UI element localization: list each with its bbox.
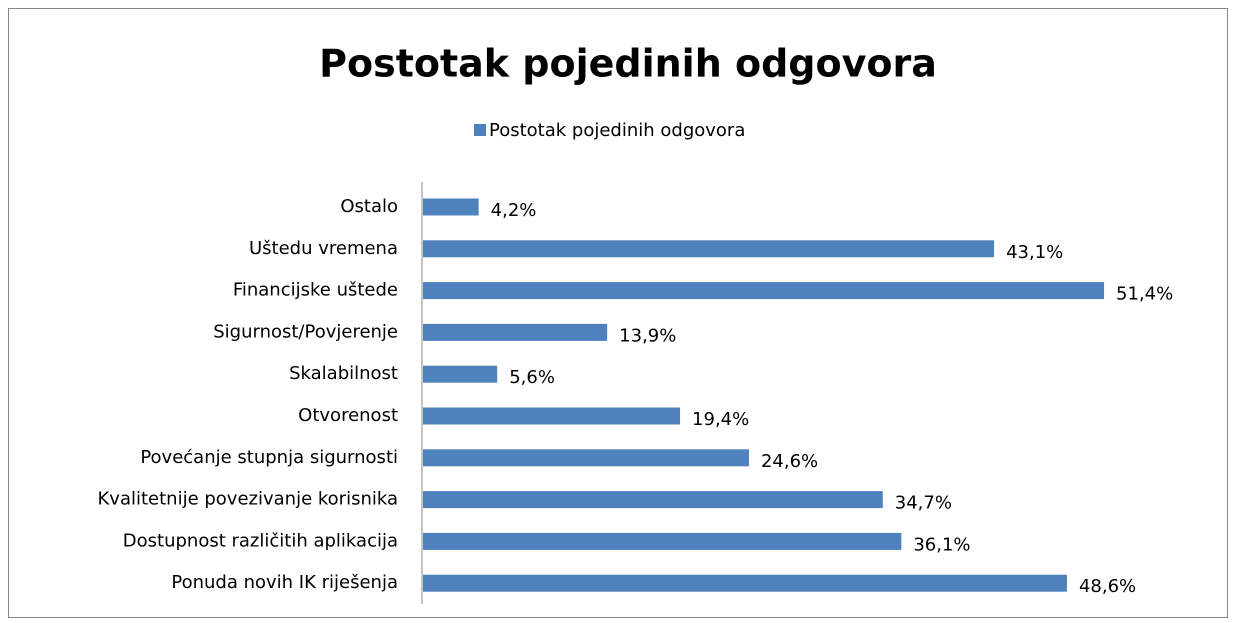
- data-label: 34,7%: [895, 493, 952, 514]
- chart-frame: [8, 8, 1228, 618]
- data-label: 48,6%: [1079, 576, 1136, 597]
- legend-label: Postotak pojedinih odgovora: [489, 120, 745, 141]
- data-label: 36,1%: [913, 534, 970, 555]
- bar: [423, 198, 479, 216]
- y-tick-label: Kvalitetnije povezivanje korisnika: [97, 489, 398, 510]
- data-label: 43,1%: [1006, 242, 1063, 263]
- data-label: 24,6%: [761, 451, 818, 472]
- y-tick-label: Sigurnost/Povjerenje: [213, 321, 398, 342]
- bar: [423, 449, 749, 467]
- chart-title: Postotak pojedinih odgovora: [319, 42, 937, 86]
- data-label: 13,9%: [619, 325, 676, 346]
- bar: [423, 365, 498, 383]
- bar: [423, 240, 995, 258]
- y-tick-label: Skalabilnost: [289, 363, 398, 384]
- y-tick-label: Dostupnost različitih aplikacija: [123, 530, 398, 551]
- data-label: 51,4%: [1116, 284, 1173, 305]
- bar: [423, 282, 1105, 300]
- bar: [423, 574, 1067, 592]
- y-tick-label: Otvorenost: [298, 405, 398, 426]
- bar: [423, 407, 681, 425]
- y-tick-label: Financijske uštede: [233, 280, 398, 301]
- y-tick-label: Uštedu vremena: [249, 238, 398, 259]
- bar: [423, 323, 608, 341]
- y-tick-label: Ponuda novih IK riješenja: [171, 572, 398, 593]
- data-label: 4,2%: [491, 200, 537, 221]
- data-label: 19,4%: [692, 409, 749, 430]
- legend-swatch: [474, 124, 486, 136]
- y-tick-label: Ostalo: [340, 196, 398, 217]
- y-tick-label: Povećanje stupnja sigurnosti: [140, 447, 398, 468]
- bar: [423, 491, 883, 509]
- data-label: 5,6%: [509, 367, 555, 388]
- bar: [423, 532, 902, 550]
